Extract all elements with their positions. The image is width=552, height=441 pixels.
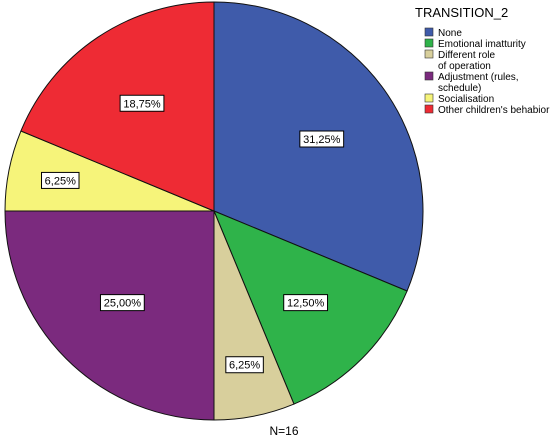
pie-slice-other-children-s-behabior [20, 1, 215, 212]
legend-title: TRANSITION_2 [415, 5, 508, 20]
legend-item-other-children-s-behabior: Other children's behabior [424, 104, 550, 116]
data-label-box [299, 130, 345, 148]
data-label-emotional-imatturity: 12,50% [283, 294, 329, 312]
legend-item-socialisation: Socialisation [424, 93, 494, 105]
slices-layer [4, 1, 424, 421]
data-label-box [41, 171, 80, 189]
data-label-box [119, 94, 165, 112]
legend-swatch [424, 27, 434, 37]
legend-label: Different role of operation [438, 50, 496, 72]
legend-item-emotional-imatturity: Emotional imatturity [424, 38, 526, 50]
legend-label: Other children's behabior [438, 105, 550, 116]
data-label-socialisation: 6,25% [41, 171, 80, 189]
data-label-text: 31,25% [303, 134, 341, 146]
data-label-different-role-of-operation: 6,25% [225, 356, 264, 374]
sample-size-label: N=16 [269, 424, 298, 436]
data-label-text: 18,75% [123, 98, 161, 110]
legend-label: Socialisation [438, 94, 494, 105]
data-label-box [283, 294, 329, 312]
data-label-text: 25,00% [104, 298, 142, 310]
data-label-text: 12,50% [287, 298, 325, 310]
data-label-other-children-s-behabior: 18,75% [119, 94, 165, 112]
legend-swatch [424, 93, 434, 103]
data-label-none: 31,25% [299, 130, 345, 148]
legend-label: Adjustment (rules, schedule) [438, 72, 519, 94]
data-label-adjustment-rules-schedule: 25,00% [99, 294, 145, 312]
data-label-box [99, 294, 145, 312]
legend-label: Emotional imatturity [438, 39, 526, 50]
data-label-text: 6,25% [229, 360, 260, 372]
legend-item-adjustment-rules-schedule: Adjustment (rules, schedule) [424, 71, 519, 94]
legend-item-different-role-of-operation: Different role of operation [424, 49, 496, 72]
legend-swatch [424, 38, 434, 48]
legend-label: None [438, 28, 462, 39]
pie-slice-adjustment-rules-schedule [4, 210, 215, 421]
legend-swatch [424, 104, 434, 114]
data-labels-layer: 31,25% 12,50% 6,25% 25,00% 6,25% 18,75% [41, 94, 345, 374]
data-label-box [225, 356, 264, 374]
legend-swatch [424, 49, 434, 59]
legend-item-none: None [424, 27, 462, 39]
legend-swatch [424, 71, 434, 81]
data-label-text: 6,25% [45, 175, 76, 187]
